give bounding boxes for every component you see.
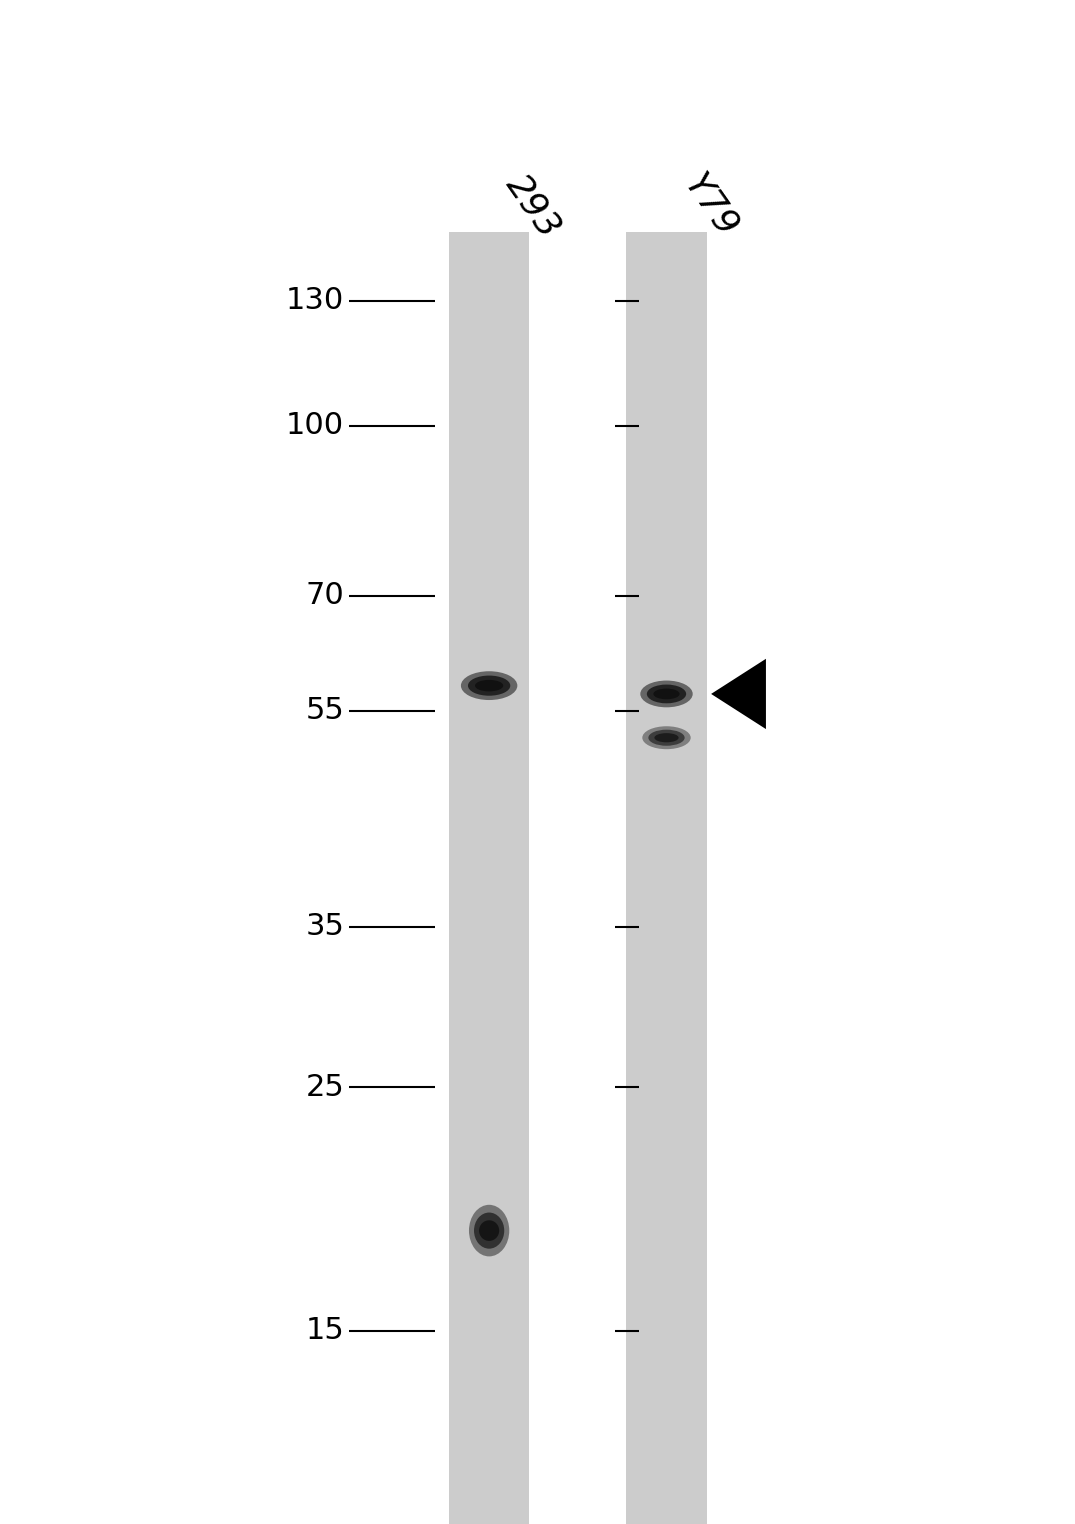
Text: Y79: Y79 [677,168,744,242]
Ellipse shape [643,727,691,750]
Polygon shape [712,658,765,728]
Text: 35: 35 [305,911,344,940]
Ellipse shape [655,733,678,742]
Text: 15: 15 [305,1317,344,1346]
Ellipse shape [479,1221,499,1241]
Bar [626,233,707,1524]
Ellipse shape [475,680,503,692]
Ellipse shape [469,1205,510,1256]
Text: 100: 100 [286,411,344,440]
Ellipse shape [647,684,686,703]
Bar [449,233,530,1524]
Ellipse shape [641,681,692,707]
Text: 25: 25 [305,1073,344,1102]
Text: 293: 293 [500,168,568,244]
Ellipse shape [648,730,685,745]
Ellipse shape [654,689,679,700]
Ellipse shape [461,671,517,700]
Ellipse shape [468,675,511,696]
Text: 130: 130 [286,287,344,315]
Text: 70: 70 [305,582,344,611]
Ellipse shape [474,1213,504,1248]
Text: 55: 55 [305,696,344,725]
